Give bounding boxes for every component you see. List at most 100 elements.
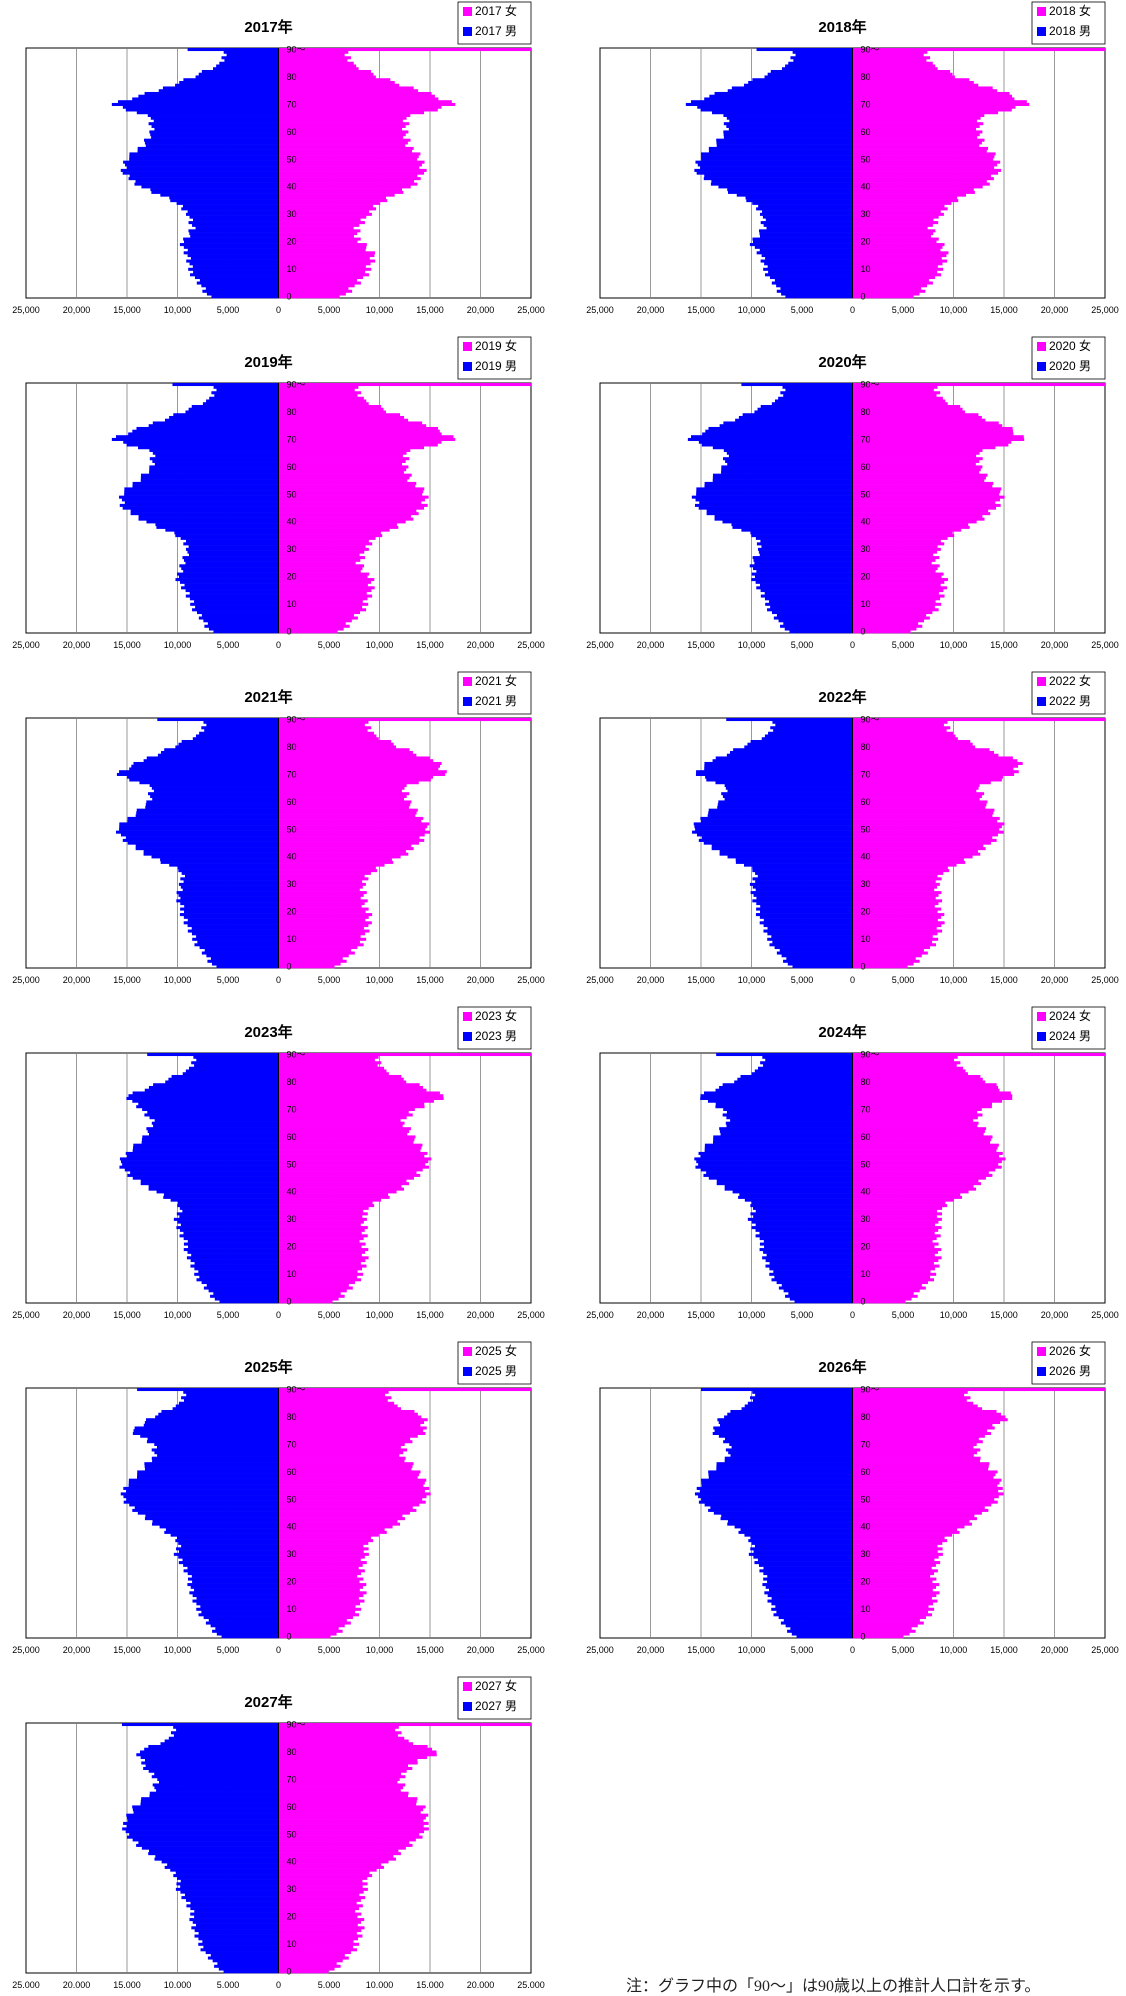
bar-male (759, 1242, 853, 1246)
bar-female (278, 547, 369, 551)
bar-male (723, 421, 853, 425)
bar-male (210, 1953, 279, 1957)
bar-male (760, 539, 853, 543)
bar-male (158, 1780, 279, 1784)
bar-female (278, 1618, 347, 1622)
bar-female (852, 265, 938, 269)
bar-female (278, 1923, 358, 1927)
bar-female (852, 1500, 998, 1504)
bar-female (278, 553, 360, 557)
bar-female (278, 611, 361, 615)
bar-male (706, 509, 853, 513)
age-label: 80 (861, 1412, 871, 1422)
x-tick-label: 15,000 (990, 975, 1018, 985)
bar-male (749, 243, 853, 247)
age-label: 20 (287, 572, 297, 582)
bar-male (751, 1220, 853, 1224)
bar-male (132, 481, 279, 485)
bar-male (181, 1396, 279, 1400)
bar-male (773, 728, 853, 733)
bar-female (278, 1874, 373, 1878)
bar-male (132, 97, 279, 101)
bar-female (852, 778, 1002, 782)
bar-female (852, 882, 940, 886)
age-label: 20 (861, 572, 871, 582)
bar-male (146, 1127, 279, 1131)
bar-male (127, 775, 279, 779)
bar-female (278, 863, 385, 867)
x-tick-label: 20,000 (637, 1645, 665, 1655)
bar-male (138, 1841, 279, 1845)
bar-male (173, 413, 279, 417)
bar-female (278, 1292, 341, 1296)
bar-female (278, 836, 420, 840)
bar-female (852, 1261, 934, 1265)
bar-male (173, 1217, 279, 1221)
bar-male (704, 484, 853, 488)
bar-male (727, 462, 853, 466)
bar-male (696, 1486, 853, 1490)
bar-male (713, 1138, 853, 1142)
bar-female (278, 822, 430, 826)
bar-female (852, 462, 976, 466)
bar-male (164, 1739, 279, 1743)
bar-male (153, 119, 279, 123)
bar-female (852, 1118, 974, 1122)
bar-male (728, 127, 853, 131)
bar-female (278, 127, 403, 131)
x-tick-label: 15,000 (990, 305, 1018, 315)
legend-entry: 2024 女 (1049, 1008, 1091, 1023)
bar-male (181, 871, 279, 875)
bar-female (278, 1473, 420, 1477)
age-label: 30 (287, 1214, 297, 1224)
bar-male (175, 745, 279, 749)
bar-male (130, 509, 279, 513)
bar-male (694, 825, 853, 829)
bar-male (147, 1053, 279, 1057)
bar-male (701, 152, 853, 156)
bar-female (278, 1451, 404, 1455)
bar-male (180, 1885, 279, 1889)
bar-female (278, 1245, 362, 1249)
bar-female (278, 1909, 356, 1913)
bar-female (278, 1813, 429, 1817)
bar-female (852, 578, 948, 582)
bar-female (852, 446, 996, 450)
x-tick-label: 25,000 (12, 640, 40, 650)
bar-male (753, 893, 853, 897)
x-tick-label: 5,000 (791, 1310, 814, 1320)
bar-male (719, 1129, 853, 1133)
bar-male (213, 67, 279, 71)
bar-female (278, 1404, 398, 1408)
bar-male (727, 855, 853, 859)
bar-male (124, 163, 279, 167)
bar-female (278, 1511, 410, 1515)
legend-swatch (463, 1032, 472, 1041)
bar-male (758, 1563, 853, 1567)
bar-male (170, 1198, 279, 1202)
bar-male (176, 891, 279, 895)
bar-female (278, 1118, 401, 1122)
legend-entry: 2022 女 (1049, 673, 1091, 688)
x-tick-label: 25,000 (12, 305, 40, 315)
bar-male (725, 1448, 853, 1452)
bar-female (278, 1563, 363, 1567)
bar-female (278, 1783, 406, 1787)
bar-male (725, 786, 853, 790)
bar-female (852, 569, 936, 573)
bar-male (187, 48, 279, 52)
bar-male (764, 1245, 853, 1249)
bar-male (203, 619, 279, 623)
bar-male (699, 501, 853, 505)
bar-male (126, 1824, 279, 1828)
bar-female (278, 415, 405, 420)
bar-female (852, 1544, 938, 1548)
bar-male (180, 885, 279, 889)
bar-female (852, 473, 988, 477)
bar-male (771, 1278, 853, 1282)
bar-male (164, 748, 279, 752)
bar-male (698, 1151, 853, 1155)
bar-female (278, 1541, 369, 1545)
bar-male (785, 388, 853, 392)
